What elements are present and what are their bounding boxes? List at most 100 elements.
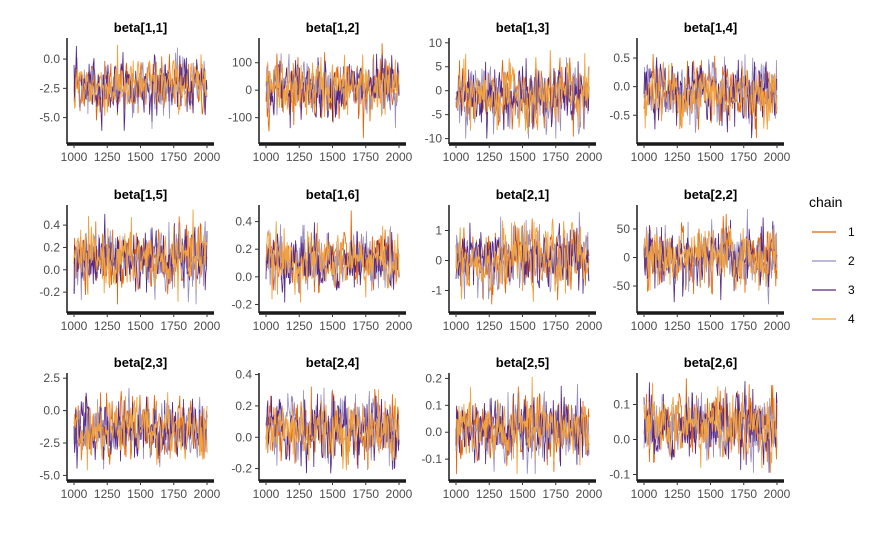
- x-tick-label: 1750: [352, 150, 379, 164]
- y-tick-label: -50: [613, 279, 631, 293]
- y-tick-label: -0.1: [421, 452, 442, 466]
- y-tick-label: 2.5: [43, 371, 60, 385]
- x-tick-label: 1000: [253, 487, 280, 501]
- y-tick-label: 5: [435, 60, 442, 74]
- panel-title: beta[1,1]: [114, 20, 167, 35]
- y-tick-label: 50: [617, 222, 631, 236]
- y-tick-label: 10: [429, 36, 443, 50]
- x-tick-label: 1500: [319, 319, 346, 333]
- y-tick-label: -0.2: [231, 462, 252, 476]
- x-tick-label: 2000: [764, 150, 791, 164]
- y-tick-label: -0.2: [231, 297, 252, 311]
- x-tick-label: 1500: [127, 319, 154, 333]
- x-tick-label: 1000: [253, 319, 280, 333]
- traces: [73, 44, 208, 131]
- x-tick-label: 1750: [352, 487, 379, 501]
- x-tick-label: 1000: [631, 487, 658, 501]
- y-tick-label: -0.1: [609, 468, 630, 482]
- legend-item-chain-3: 3: [812, 283, 855, 297]
- y-tick-label: 0.4: [235, 368, 252, 382]
- x-tick-label: 1500: [509, 487, 536, 501]
- x-tick-label: 1250: [286, 319, 313, 333]
- y-tick-label: 1: [435, 224, 442, 238]
- y-tick-label: 0.4: [235, 215, 252, 229]
- panel-title: beta[2,2]: [684, 187, 737, 202]
- x-tick-label: 1500: [697, 319, 724, 333]
- x-tick-label: 1750: [160, 319, 187, 333]
- legend-label: 2: [848, 254, 855, 268]
- x-tick-label: 1000: [631, 150, 658, 164]
- x-tick-label: 1750: [542, 319, 569, 333]
- traces: [643, 378, 778, 473]
- traces: [265, 210, 400, 303]
- y-tick-label: 0.0: [43, 52, 60, 66]
- panel-beta1-1: beta[1,1] 0.0 -2.5 -5.0 1000 1250 1500 1750 2000: [39, 20, 220, 164]
- y-tick-label: 0: [435, 254, 442, 268]
- trace-chain-4: [455, 49, 590, 135]
- y-tick-label: 0.1: [425, 398, 442, 412]
- x-tick-label: 1000: [61, 150, 88, 164]
- panel-beta2-5: beta[2,5] 0.2 0.1 0.0 -0.1 1000 1250 1500 1750 20…: [421, 355, 602, 501]
- x-tick-label: 1250: [94, 150, 121, 164]
- x-tick-label: 1500: [697, 150, 724, 164]
- y-tick-label: 0.1: [613, 398, 630, 412]
- x-tick-label: 1250: [476, 487, 503, 501]
- x-tick-label: 2000: [386, 150, 413, 164]
- trace-chain-4: [265, 54, 400, 119]
- x-tick-label: 1250: [94, 319, 121, 333]
- legend-item-chain-2: 2: [812, 254, 855, 268]
- trace-chain-4: [73, 392, 208, 471]
- x-tick-label: 1750: [730, 319, 757, 333]
- panel-title: beta[2,5]: [496, 355, 549, 370]
- trace-chain-4: [265, 389, 400, 471]
- trace-chain-4: [643, 61, 778, 130]
- y-tick-label: -5.0: [39, 111, 60, 125]
- y-tick-label: 0.0: [613, 80, 630, 94]
- x-tick-label: 1000: [61, 319, 88, 333]
- traces: [643, 53, 778, 139]
- legend-label: 1: [848, 225, 855, 239]
- x-tick-label: 1000: [631, 319, 658, 333]
- traces: [455, 49, 590, 139]
- y-tick-label: -5.0: [39, 468, 60, 482]
- x-tick-label: 1000: [443, 319, 470, 333]
- x-tick-label: 2000: [576, 487, 603, 501]
- x-tick-label: 1750: [730, 150, 757, 164]
- x-tick-label: 1250: [476, 319, 503, 333]
- panel-title: beta[2,4]: [306, 355, 359, 370]
- x-tick-label: 1250: [94, 487, 121, 501]
- legend-label: 3: [848, 283, 855, 297]
- x-tick-label: 1500: [319, 150, 346, 164]
- y-tick-label: 0: [623, 251, 630, 265]
- traces: [73, 387, 208, 471]
- x-tick-label: 1250: [664, 319, 691, 333]
- x-tick-label: 1250: [286, 487, 313, 501]
- y-tick-label: -2.5: [39, 436, 60, 450]
- y-tick-label: 0.0: [235, 430, 252, 444]
- x-tick-label: 1000: [253, 150, 280, 164]
- trace-chain-1: [73, 54, 208, 121]
- trace-chain-4: [73, 209, 208, 302]
- panel-title: beta[2,3]: [114, 355, 167, 370]
- x-tick-label: 1500: [319, 487, 346, 501]
- x-tick-label: 1500: [509, 319, 536, 333]
- x-tick-label: 1250: [476, 150, 503, 164]
- y-tick-label: -100: [228, 111, 252, 125]
- x-tick-label: 1000: [443, 487, 470, 501]
- x-tick-label: 1750: [160, 487, 187, 501]
- panel-beta2-1: beta[2,1] 1 0 -1 1000 1250 1500 1750 2000: [431, 187, 602, 333]
- x-tick-label: 2000: [386, 319, 413, 333]
- y-tick-label: -10: [425, 132, 443, 146]
- y-tick-label: 0: [245, 83, 252, 97]
- x-tick-label: 1000: [61, 487, 88, 501]
- x-tick-label: 1250: [286, 150, 313, 164]
- x-tick-label: 1750: [730, 487, 757, 501]
- y-tick-label: -0.5: [609, 108, 630, 122]
- x-tick-label: 1750: [352, 319, 379, 333]
- y-tick-label: 0.0: [425, 425, 442, 439]
